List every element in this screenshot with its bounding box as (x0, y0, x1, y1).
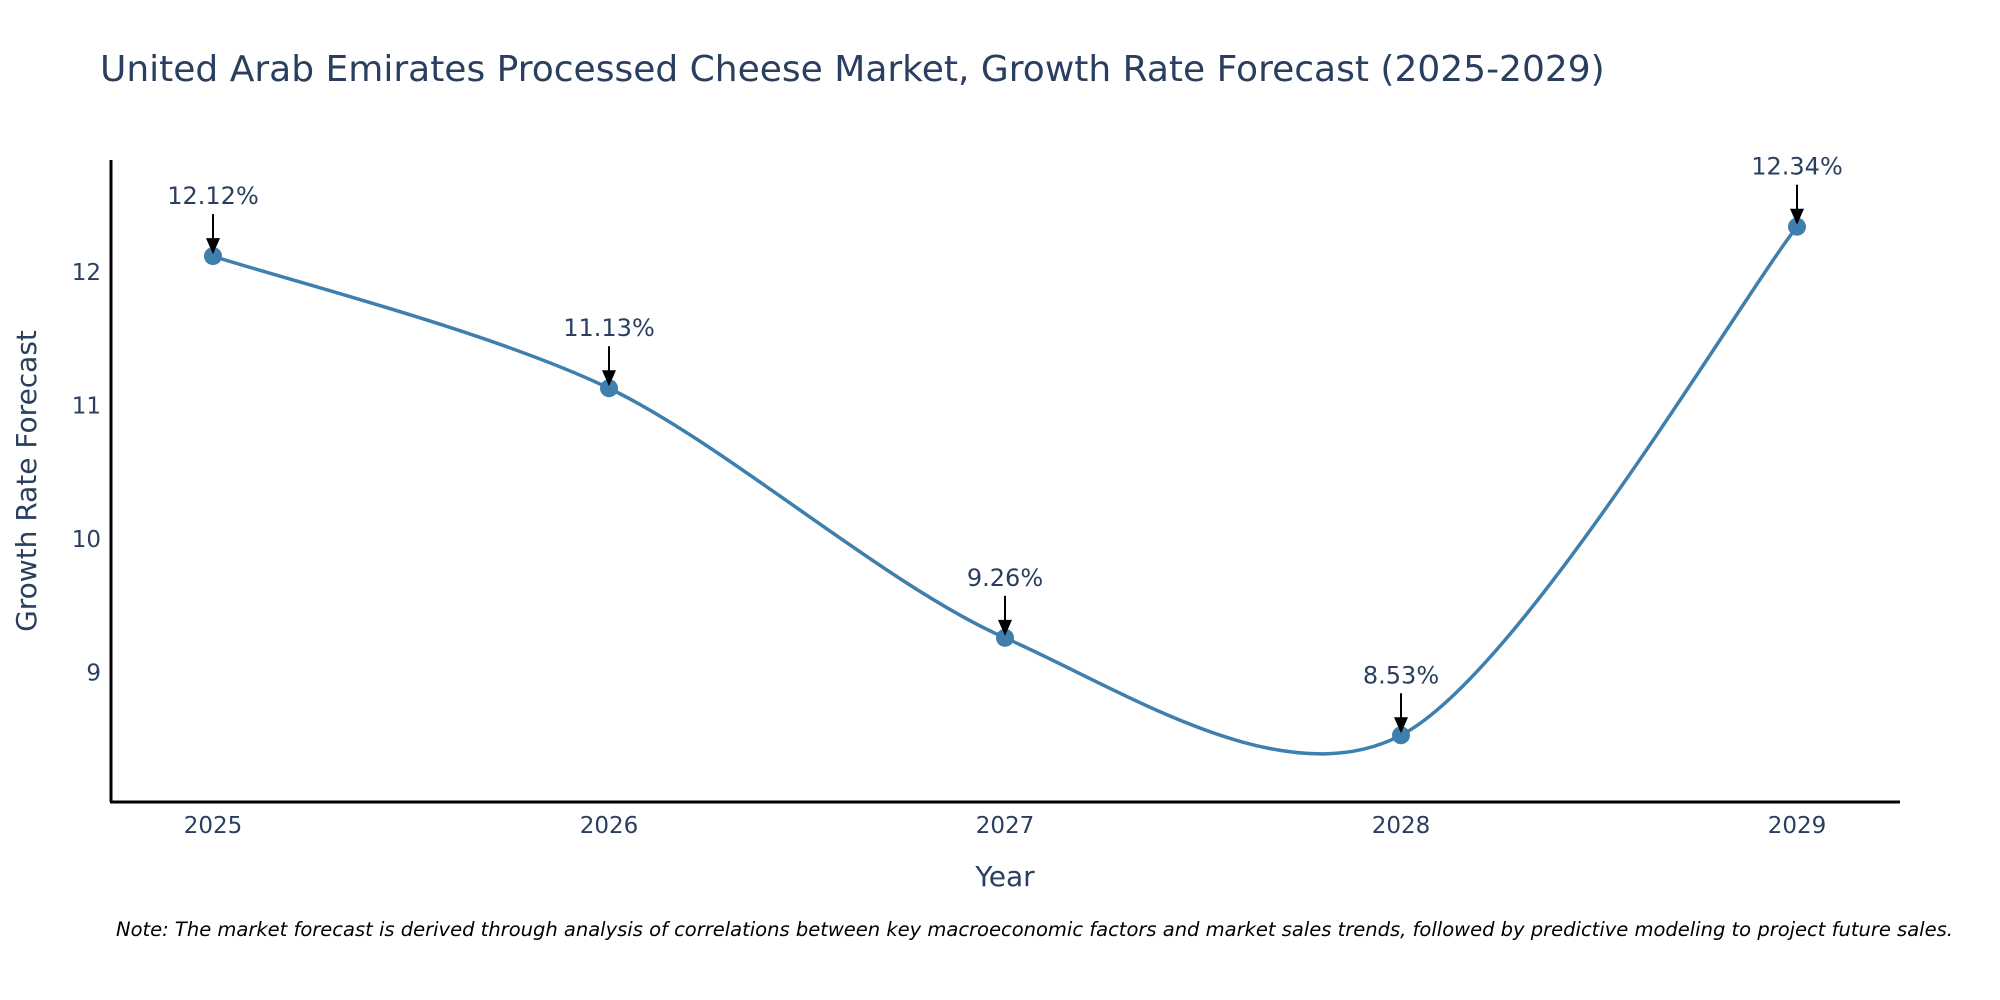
data-markers (204, 217, 1806, 745)
data-label-2029: 12.34% (1751, 153, 1843, 181)
y-tick-label: 10 (72, 527, 101, 553)
x-tick-label: 2025 (184, 813, 243, 839)
y-tick-label: 12 (72, 260, 101, 286)
x-tick-label: 2029 (1768, 813, 1827, 839)
y-tick-label: 9 (86, 661, 101, 687)
data-point-2027 (996, 628, 1014, 647)
chart-title: United Arab Emirates Processed Cheese Ma… (100, 49, 1605, 90)
x-axis-ticks: 2025 2026 2027 2028 2029 (184, 813, 1827, 839)
data-label-2025: 12.12% (167, 182, 259, 210)
annotation-arrow-head (602, 370, 616, 387)
data-label-2027: 9.26% (967, 564, 1043, 592)
x-tick-label: 2028 (1372, 813, 1431, 839)
data-point-2026 (600, 379, 618, 398)
y-axis-ticks: 9 10 11 12 (72, 260, 101, 686)
y-tick-label: 11 (72, 394, 101, 420)
data-annotations: 12.12% 11.13% 9.26% 8.53% 12.34% (167, 153, 1843, 734)
data-label-2028: 8.53% (1363, 661, 1439, 689)
data-point-2025 (204, 247, 222, 266)
annotation-arrow-head (1394, 717, 1408, 734)
annotation-arrow-head (206, 238, 220, 255)
data-point-2028 (1392, 726, 1410, 745)
x-axis-title: Year (974, 860, 1035, 893)
annotation-arrow-head (1790, 208, 1804, 225)
x-tick-label: 2027 (976, 813, 1035, 839)
data-point-2029 (1788, 217, 1806, 236)
x-tick-label: 2026 (580, 813, 639, 839)
annotation-arrow-head (998, 619, 1012, 636)
data-label-2026: 11.13% (563, 314, 655, 342)
growth-rate-line (212, 225, 1799, 756)
footnote: Note: The market forecast is derived thr… (116, 918, 1953, 941)
y-axis-title: Growth Rate Forecast (10, 330, 43, 632)
